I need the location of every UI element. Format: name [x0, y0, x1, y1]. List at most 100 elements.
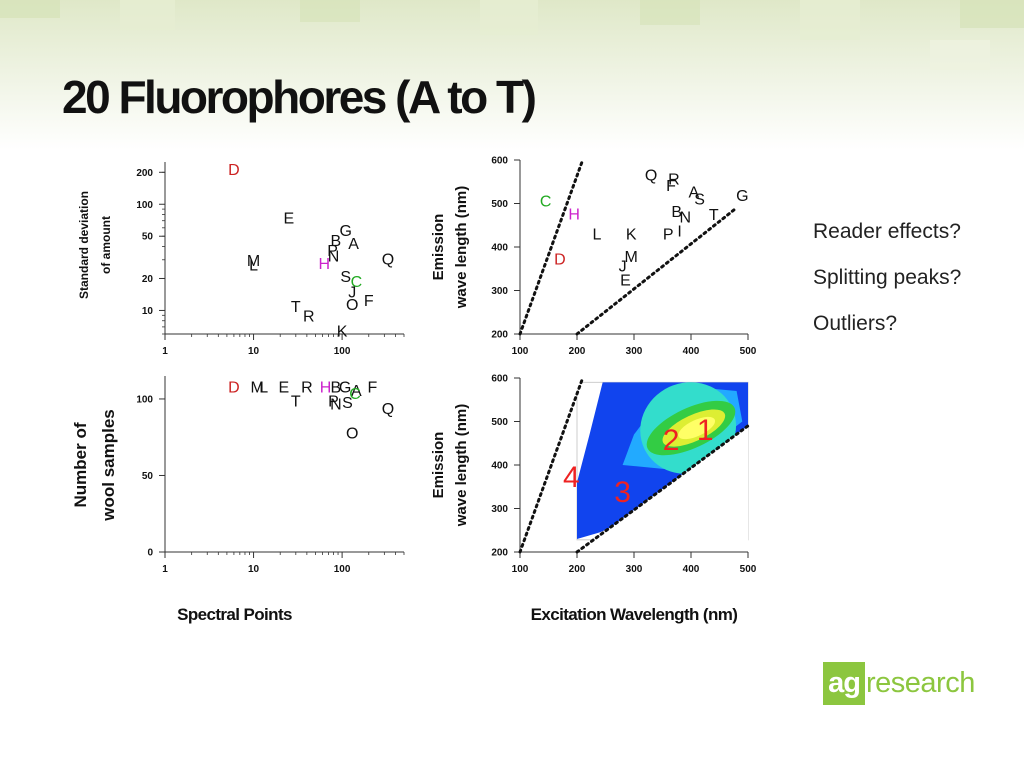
- point-Q: Q: [382, 251, 394, 268]
- point-H: H: [320, 380, 332, 397]
- heatmap-level-6: [678, 416, 716, 440]
- point-T: T: [291, 393, 301, 410]
- point-G: G: [340, 223, 352, 240]
- point-N: N: [680, 210, 692, 227]
- chart-1: 1 10 100 10 20 50 100 200 Standard deviation of a…: [77, 162, 405, 357]
- y-axis-title: wave length (nm): [453, 186, 470, 310]
- x-tick-label: 400: [683, 564, 700, 575]
- point-M: M: [247, 253, 260, 270]
- y-tick-label: 200: [491, 330, 508, 341]
- x-tick-label: 200: [569, 346, 586, 357]
- point-C: C: [540, 193, 552, 210]
- point-K: K: [626, 227, 637, 244]
- y-tick-label: 500: [491, 199, 508, 210]
- y-tick-label: 100: [136, 394, 153, 405]
- point-P: P: [327, 243, 338, 260]
- dotted-guide-line: [575, 424, 750, 554]
- point-L: L: [249, 258, 258, 275]
- x-tick-label: 100: [512, 564, 529, 575]
- logo-text: research: [866, 667, 975, 699]
- axes: 1 10 100 0 50 100: [136, 376, 405, 575]
- y-tick-label: 50: [142, 471, 154, 482]
- y-axis-title: Standard deviation: [77, 191, 91, 299]
- point-A: A: [351, 383, 362, 400]
- point-E: E: [279, 380, 290, 397]
- point-E: E: [620, 273, 631, 290]
- y-axis-title: of amount: [99, 216, 113, 274]
- chart-3: 1 10 100 0 50 100 Number of wool samples Spectra…: [71, 376, 405, 624]
- point-R: R: [668, 172, 680, 189]
- point-F: F: [368, 380, 378, 397]
- y-tick-label: 10: [142, 306, 154, 317]
- x-axis-title: Spectral Points: [177, 605, 292, 624]
- point-C: C: [351, 274, 363, 291]
- point-R: R: [301, 380, 313, 397]
- y-tick-label: 200: [491, 548, 508, 559]
- axes: 100 200 300 400 500 200 300 400 500 600: [491, 374, 756, 576]
- y-axis-title: Emission: [430, 432, 447, 499]
- x-tick-label: 1: [162, 564, 168, 575]
- y-axis-title: wool samples: [99, 409, 118, 521]
- agresearch-logo: ag research: [823, 662, 975, 705]
- axes: 100 200 300 400 500 200 300 400 500 600: [491, 156, 756, 358]
- region-label-1: 1: [697, 414, 714, 447]
- x-tick-label: 500: [740, 346, 757, 357]
- x-tick-label: 100: [334, 564, 351, 575]
- point-A: A: [348, 236, 359, 253]
- point-H: H: [568, 207, 580, 224]
- point-T: T: [709, 207, 719, 224]
- point-T: T: [291, 299, 301, 316]
- point-N: N: [328, 248, 340, 265]
- y-tick-label: 50: [142, 232, 154, 243]
- point-R: R: [303, 308, 315, 325]
- heatmap-fill: [520, 378, 749, 552]
- y-tick-label: 300: [491, 286, 508, 297]
- point-S: S: [340, 269, 351, 286]
- point-G: G: [736, 188, 748, 205]
- point-G: G: [339, 380, 351, 397]
- x-tick-label: 100: [512, 346, 529, 357]
- point-P: P: [328, 393, 339, 410]
- y-tick-label: 600: [491, 374, 508, 385]
- y-tick-label: 300: [491, 504, 508, 515]
- x-tick-label: 10: [248, 564, 260, 575]
- point-J: J: [348, 285, 356, 302]
- logo-box: ag: [823, 662, 865, 705]
- point-L: L: [592, 227, 601, 244]
- y-tick-label: 600: [491, 156, 508, 167]
- chart-2: 100 200 300 400 500 200 300 400 500 600 Emission wa…: [430, 156, 757, 358]
- point-D: D: [228, 380, 240, 397]
- point-L: L: [259, 380, 268, 397]
- point-B: B: [331, 233, 342, 250]
- point-B: B: [671, 204, 682, 221]
- point-C: C: [349, 386, 361, 403]
- point-M: M: [251, 380, 264, 397]
- y-tick-label: 400: [491, 243, 508, 254]
- x-tick-label: 400: [683, 346, 700, 357]
- point-I: I: [677, 223, 681, 240]
- point-H: H: [319, 256, 331, 273]
- point-F: F: [666, 178, 676, 195]
- point-S: S: [342, 395, 353, 412]
- point-N: N: [330, 397, 342, 414]
- dotted-guide-line: [575, 206, 739, 336]
- point-M: M: [624, 249, 637, 266]
- point-Q: Q: [645, 167, 657, 184]
- x-tick-label: 200: [569, 564, 586, 575]
- note-reader-effects: Reader effects?: [813, 220, 961, 243]
- x-tick-label: 10: [248, 346, 260, 357]
- point-O: O: [346, 297, 358, 314]
- y-tick-label: 400: [491, 461, 508, 472]
- x-tick-label: 1: [162, 346, 168, 357]
- point-D: D: [554, 251, 566, 268]
- region-label-2: 2: [663, 424, 680, 457]
- y-tick-label: 100: [136, 200, 153, 211]
- x-tick-label: 300: [626, 564, 643, 575]
- note-outliers: Outliers?: [813, 312, 898, 335]
- y-axis-title: Emission: [430, 214, 447, 281]
- point-S: S: [694, 192, 705, 209]
- point-D: D: [228, 162, 240, 179]
- x-tick-label: 300: [626, 346, 643, 357]
- point-B: B: [331, 380, 342, 397]
